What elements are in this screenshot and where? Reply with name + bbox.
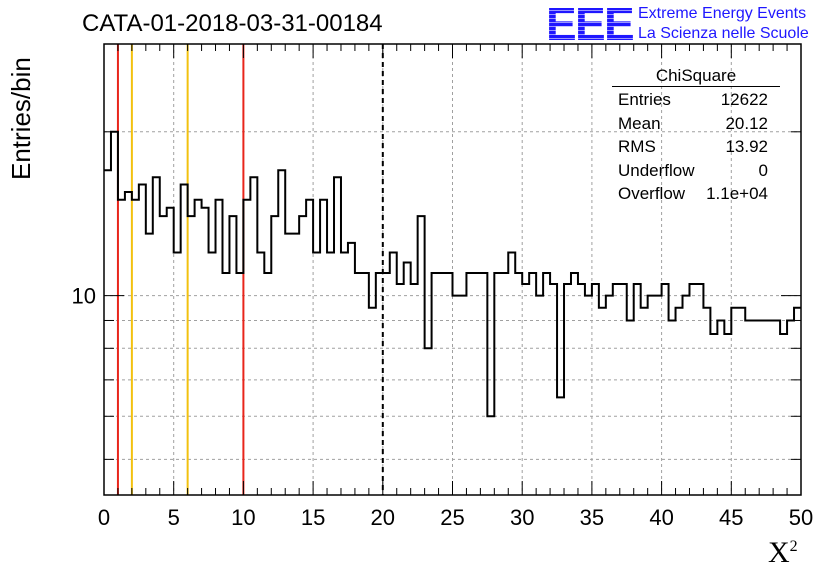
- x-tick-label: 5: [168, 505, 180, 530]
- x-tick-label: 25: [440, 505, 464, 530]
- logo-stripe: [544, 6, 636, 7]
- x-tick-label: 50: [789, 505, 813, 530]
- logo-letter: E: [575, 2, 607, 46]
- stats-value: 1.1e+04: [706, 184, 768, 203]
- logo-stripe: [544, 26, 636, 27]
- x-tick-label: 30: [510, 505, 534, 530]
- y-tick-label: 10: [72, 284, 96, 309]
- logo-stripe: [544, 30, 636, 31]
- x-tick-label: 15: [301, 505, 325, 530]
- stats-key: RMS: [618, 137, 656, 156]
- stats-row-underflow: Underflow 0: [612, 158, 780, 182]
- x-axis-label: X2: [768, 536, 798, 570]
- stats-key: Entries: [618, 90, 671, 109]
- y-axis-label: Entries/bin: [6, 57, 36, 180]
- stats-row-overflow: Overflow 1.1e+04: [612, 181, 780, 205]
- x-tick-label: 20: [371, 505, 395, 530]
- x-axis-label-text: X: [768, 536, 790, 569]
- stats-key: Overflow: [618, 184, 686, 203]
- stats-box-title: ChiSquare: [612, 66, 780, 87]
- stats-key: Underflow: [618, 160, 695, 180]
- x-tick-label: 10: [231, 505, 255, 530]
- logo-stripe: [544, 14, 636, 15]
- logo-stripe: [544, 22, 636, 23]
- logo-tagline-1: Extreme Energy Events: [638, 5, 807, 22]
- plot-title: CATA-01-2018-03-31-00184: [82, 10, 383, 37]
- logo-tagline-2: La Scienza nelle Scuole: [638, 25, 809, 42]
- stats-value: 12622: [720, 90, 768, 109]
- x-tick-label: 0: [98, 505, 110, 530]
- x-axis-label-superscript: 2: [789, 538, 798, 555]
- stats-rows: Entries 12622 Mean 20.12 RMS 13.92 Underflow 0 O…: [612, 87, 780, 205]
- histogram-series: [104, 130, 801, 418]
- x-tick-label: 45: [719, 505, 743, 530]
- stats-value: 20.12: [725, 113, 768, 133]
- eee-logo-mark-svg: EEE: [544, 0, 636, 50]
- stats-row-rms: RMS 13.92: [612, 134, 780, 158]
- logo-stripe: [544, 42, 636, 43]
- stats-value: 13.92: [725, 137, 768, 156]
- logo-stripe: [544, 18, 636, 19]
- stats-key: Mean: [618, 113, 661, 133]
- stats-row-mean: Mean 20.12: [612, 111, 780, 135]
- x-tick-label: 40: [649, 505, 673, 530]
- logo-stripe: [544, 34, 636, 35]
- x-tick-label: 35: [580, 505, 604, 530]
- stats-row-entries: Entries 12622: [612, 87, 780, 111]
- logo-letter: E: [546, 2, 578, 46]
- logo-stripe: [544, 38, 636, 39]
- logo-stripe: [544, 10, 636, 11]
- stats-box: ChiSquare Entries 12622 Mean 20.12 RMS 13.92 U…: [612, 66, 780, 205]
- logo-letter: E: [604, 2, 636, 46]
- stats-value: 0: [758, 160, 768, 180]
